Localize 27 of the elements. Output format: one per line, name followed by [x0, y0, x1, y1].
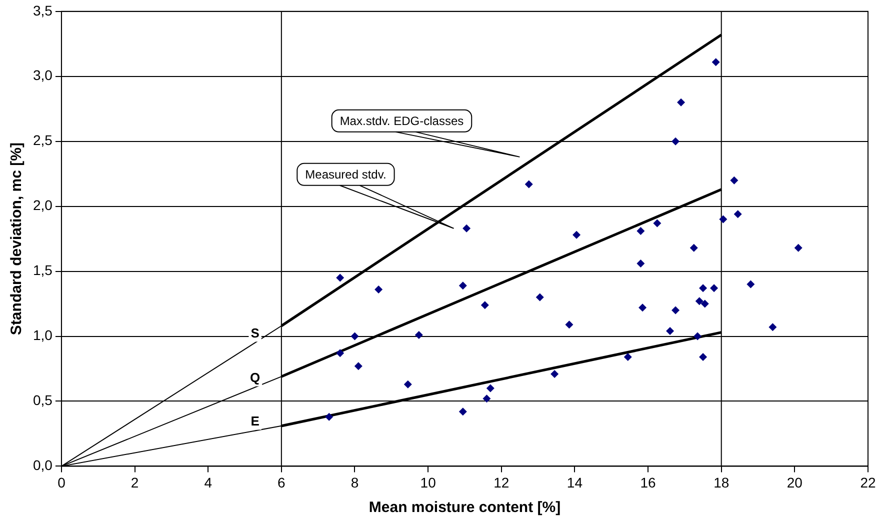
y-axis-title: Standard deviation, mc [%]	[8, 142, 26, 336]
x-tick-label: 16	[640, 474, 656, 490]
y-tick-label: 0,5	[32, 392, 53, 408]
x-tick-label: 20	[786, 474, 803, 490]
y-tick-label: 3,5	[32, 2, 53, 18]
series-label: Q	[250, 370, 260, 385]
y-tick-label: 0,0	[32, 457, 53, 474]
x-axis-title: Mean moisture content [%]	[368, 499, 561, 516]
y-tick-label: 2,5	[32, 132, 53, 148]
x-tick-label: 8	[350, 474, 359, 490]
x-tick-label: 4	[204, 474, 212, 490]
y-tick-label: 1,5	[32, 262, 53, 278]
x-tick-label: 6	[278, 474, 286, 490]
series-label: E	[250, 413, 260, 428]
x-tick-label: 0	[58, 474, 66, 490]
x-tick-label: 22	[860, 474, 876, 490]
x-tick-label: 18	[714, 474, 730, 490]
x-tick-label: 12	[494, 474, 510, 490]
x-tick-label: 10	[420, 474, 436, 490]
y-tick-label: 2,0	[32, 197, 53, 214]
y-tick-label: 3,0	[32, 67, 53, 84]
series-label: S	[250, 325, 260, 340]
y-tick-label: 1,0	[32, 327, 53, 344]
x-tick-label: 2	[130, 474, 139, 490]
annotation: Max.stdv. EDG-classes	[340, 114, 464, 128]
annotation: Measured stdv.	[305, 168, 386, 182]
x-tick-label: 14	[566, 474, 583, 490]
